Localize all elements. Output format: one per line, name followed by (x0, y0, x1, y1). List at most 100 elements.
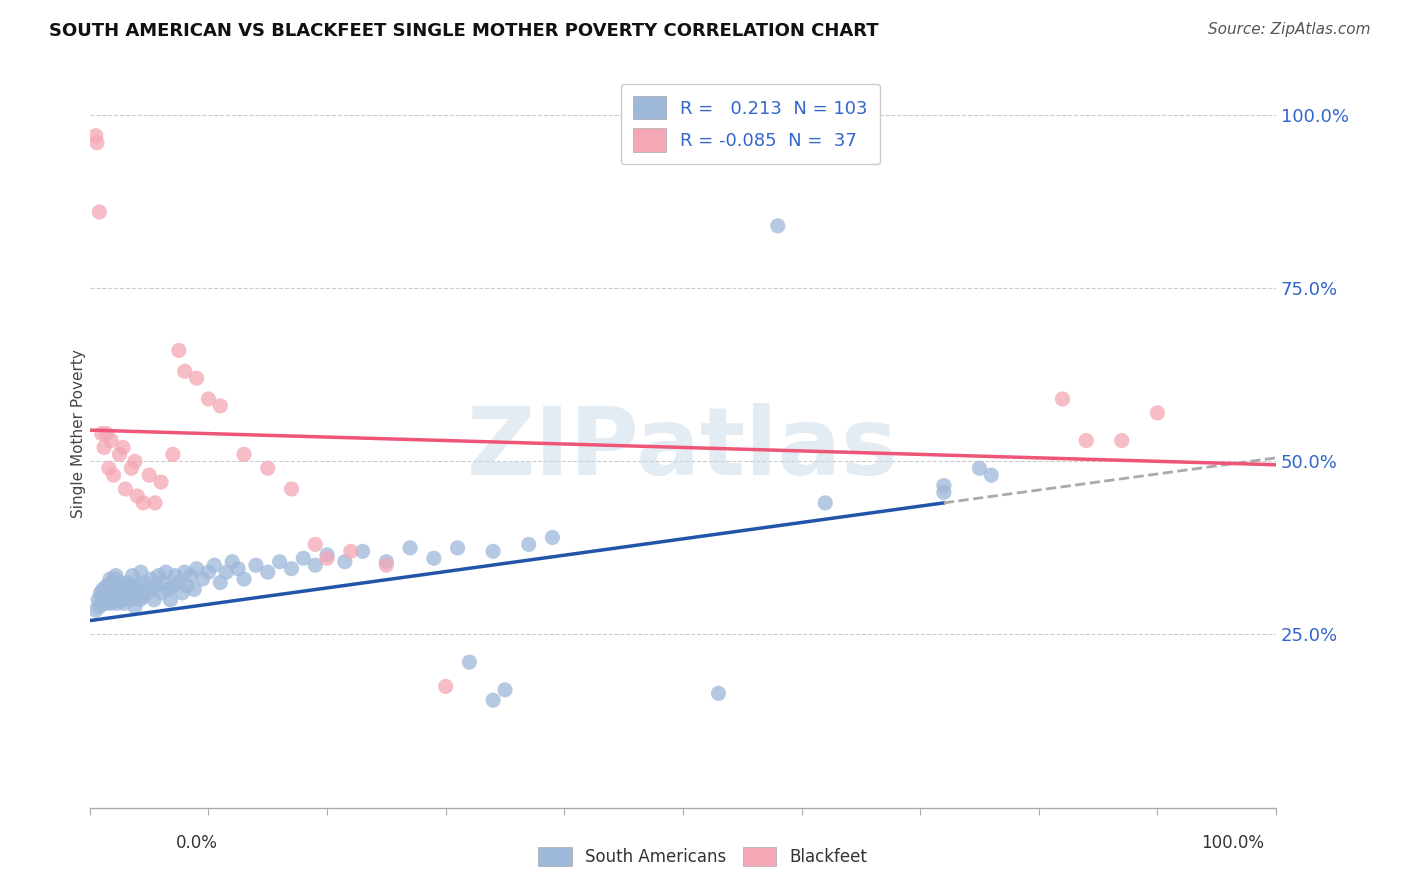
Point (256, 461, 278, 475)
Point (112, 441, 135, 455)
Point (93, 441, 115, 455)
Point (96, 579, 118, 593)
Point (932, 485, 955, 500)
Point (143, 496, 166, 510)
Point (541, 531, 564, 545)
Point (226, 562, 249, 576)
Point (352, 544, 374, 558)
Point (138, 468, 160, 483)
Point (110, 586, 132, 600)
Point (316, 551, 339, 566)
Point (132, 496, 155, 510)
Point (197, 392, 219, 406)
Point (434, 680, 457, 694)
Point (128, 592, 150, 607)
Point (186, 371, 208, 385)
Point (162, 579, 184, 593)
Point (1111, 434, 1133, 448)
Point (162, 447, 184, 461)
Text: Source: ZipAtlas.com: Source: ZipAtlas.com (1208, 22, 1371, 37)
Point (108, 592, 131, 607)
Point (155, 565, 177, 579)
Point (90, 426, 112, 441)
Point (167, 343, 190, 358)
Point (98, 586, 121, 600)
Point (142, 592, 165, 607)
Point (233, 572, 256, 586)
Point (90, 596, 112, 610)
Point (108, 447, 131, 461)
Legend: South Americans, Blackfeet: South Americans, Blackfeet (530, 838, 876, 875)
Point (120, 592, 142, 607)
Point (112, 579, 135, 593)
Point (135, 586, 157, 600)
Point (707, 686, 730, 700)
Point (814, 496, 837, 510)
Point (221, 555, 243, 569)
Point (101, 575, 124, 590)
Point (100, 434, 122, 448)
Point (233, 447, 256, 461)
Point (304, 537, 326, 551)
Point (93, 592, 115, 607)
Point (482, 693, 505, 707)
Point (245, 558, 267, 573)
Text: 0.0%: 0.0% (176, 834, 218, 852)
Point (114, 590, 136, 604)
Point (91, 582, 114, 597)
Point (132, 590, 155, 604)
Point (127, 579, 149, 593)
Point (86, 136, 108, 150)
Point (145, 579, 167, 593)
Point (183, 582, 205, 597)
Point (97, 592, 120, 607)
Point (114, 482, 136, 496)
Point (159, 592, 181, 607)
Point (375, 555, 398, 569)
Point (103, 579, 125, 593)
Point (150, 586, 173, 600)
Point (120, 461, 142, 475)
Point (152, 575, 174, 590)
Point (280, 562, 302, 576)
Point (134, 575, 156, 590)
Point (121, 568, 143, 582)
Point (150, 475, 173, 489)
Point (89, 599, 111, 614)
Point (122, 586, 145, 600)
Point (180, 568, 202, 582)
Point (423, 551, 446, 566)
Point (157, 582, 180, 597)
Point (215, 565, 238, 579)
Point (399, 541, 422, 555)
Point (980, 468, 1002, 483)
Point (127, 489, 149, 503)
Point (97, 582, 120, 597)
Point (141, 572, 163, 586)
Point (89, 586, 111, 600)
Point (932, 478, 955, 492)
Point (209, 399, 232, 413)
Text: SOUTH AMERICAN VS BLACKFEET SINGLE MOTHER POVERTY CORRELATION CHART: SOUTH AMERICAN VS BLACKFEET SINGLE MOTHE… (49, 22, 879, 40)
Point (104, 590, 127, 604)
Point (1052, 392, 1074, 406)
Point (118, 586, 141, 600)
Point (108, 575, 131, 590)
Point (98, 572, 121, 586)
Point (104, 586, 127, 600)
Text: 100.0%: 100.0% (1201, 834, 1264, 852)
Point (90, 590, 112, 604)
Point (173, 565, 195, 579)
Point (316, 548, 339, 562)
Point (482, 544, 505, 558)
Point (94, 586, 117, 600)
Point (129, 565, 152, 579)
Point (101, 586, 124, 600)
Point (172, 586, 194, 600)
Point (148, 568, 170, 582)
Point (100, 596, 122, 610)
Point (107, 582, 129, 597)
Point (333, 555, 356, 569)
Point (96, 426, 118, 441)
Point (89, 205, 111, 219)
